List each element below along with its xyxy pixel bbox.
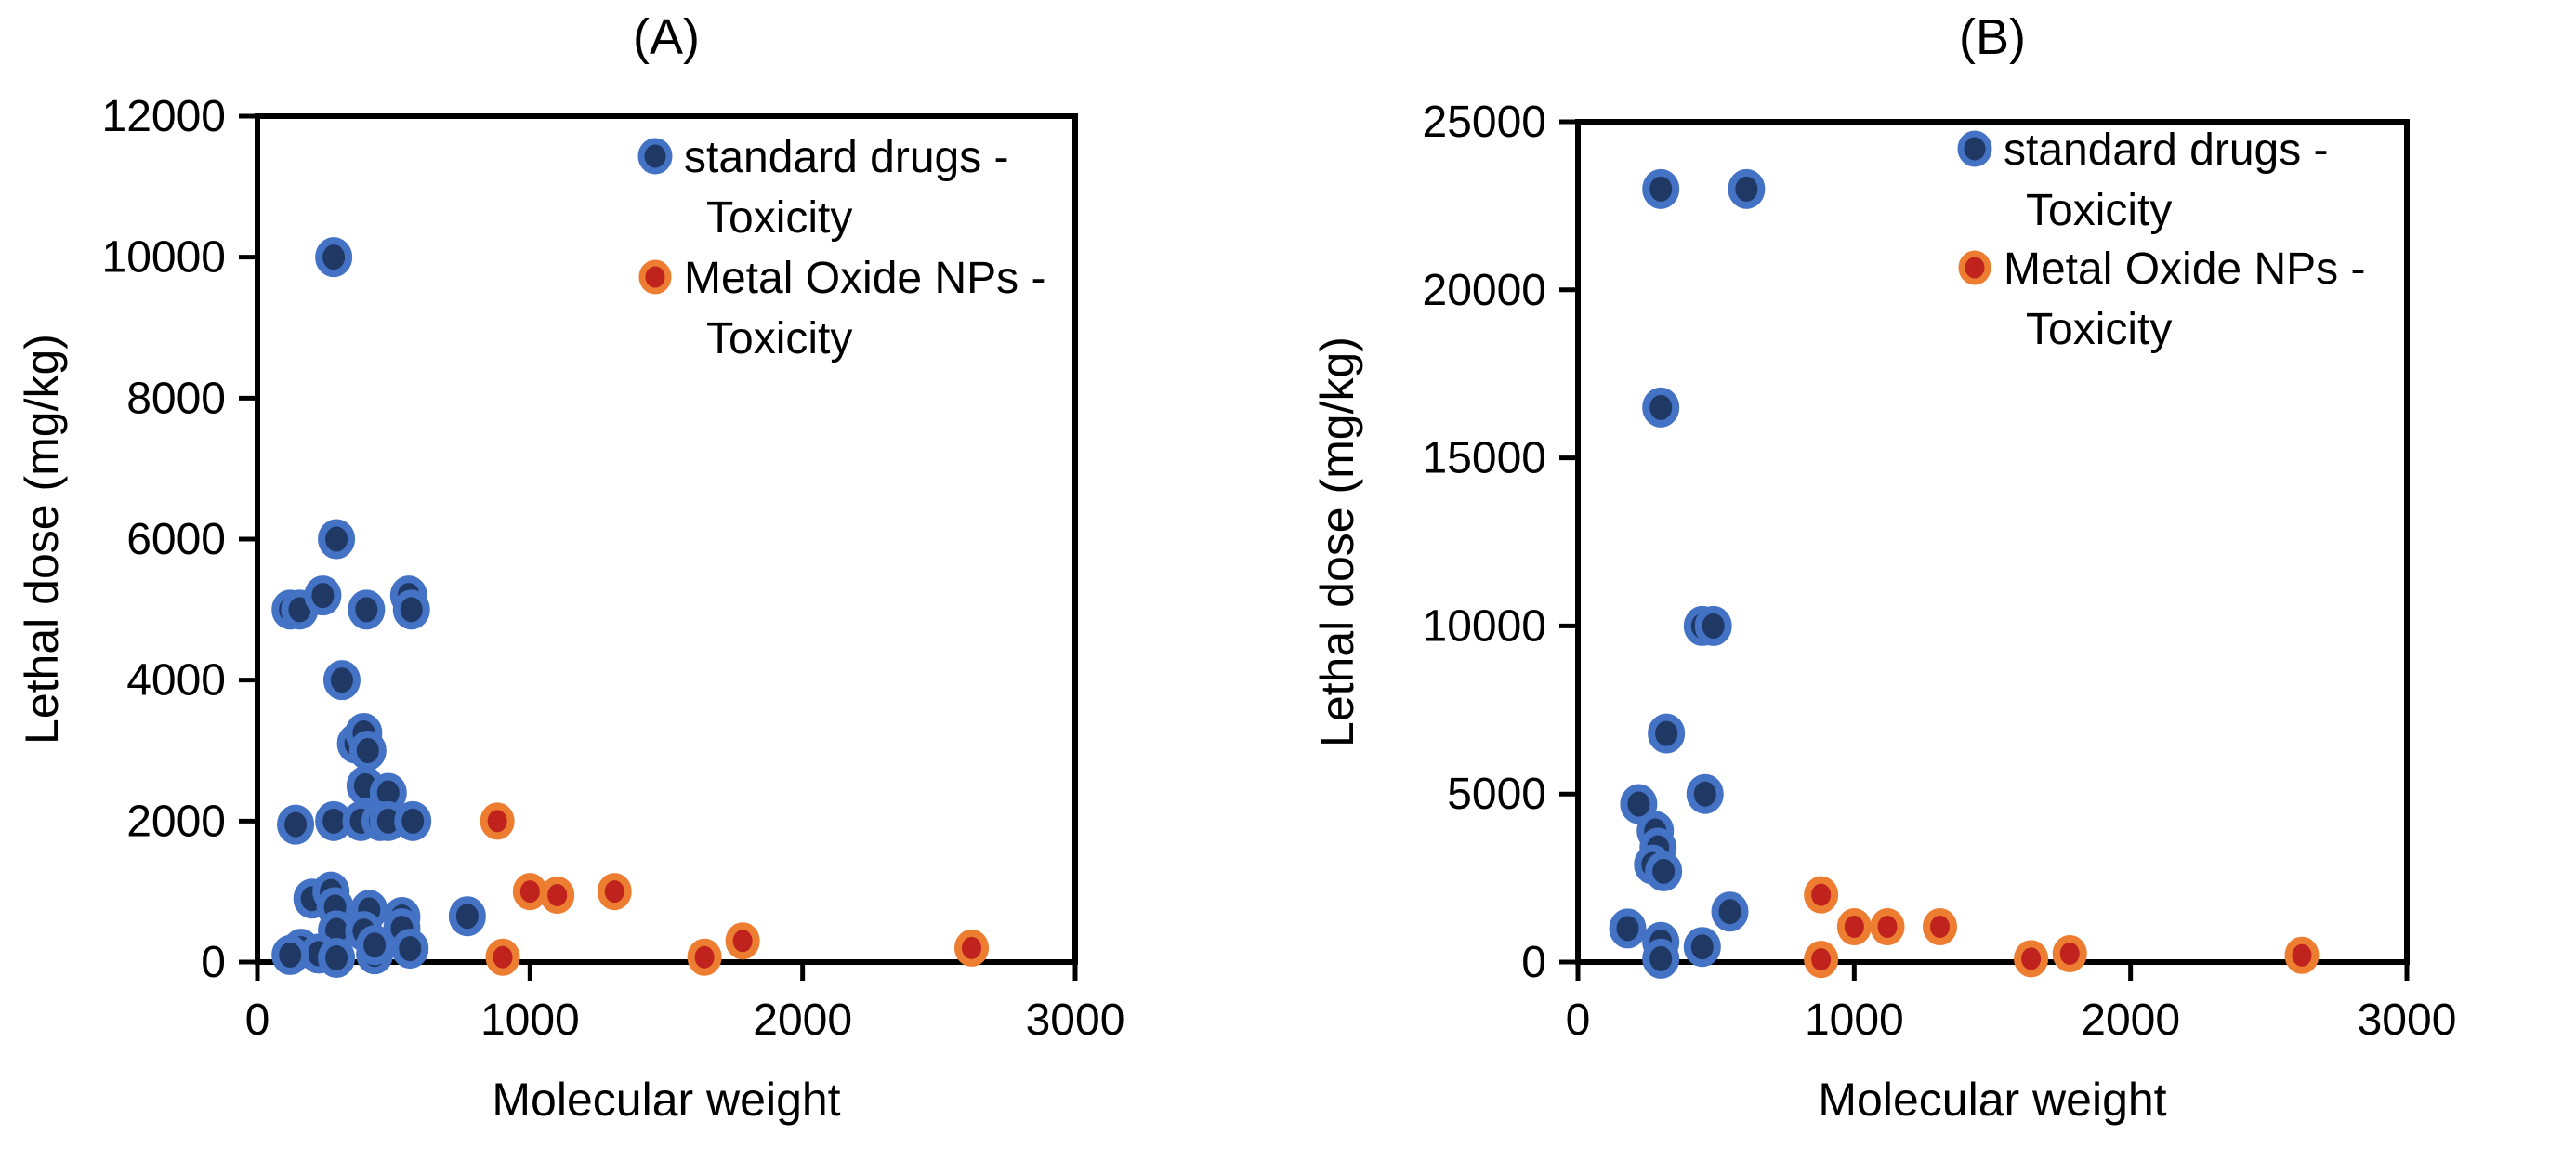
legend-label-line2: Toxicity: [2026, 186, 2172, 235]
data-point-metal-oxide-nps: [1804, 941, 1839, 979]
x-tick-label: 2000: [753, 996, 852, 1045]
y-tick-label: 10000: [102, 233, 226, 283]
data-point-standard-drugs: [315, 237, 353, 278]
data-point-standard-drugs: [1609, 908, 1647, 949]
data-point-standard-drugs: [1645, 851, 1683, 891]
data-point-standard-drugs: [1683, 927, 1721, 968]
data-point-metal-oxide-nps: [597, 873, 632, 911]
data-point-metal-oxide-nps: [2284, 936, 2320, 974]
data-point-metal-oxide-nps: [1870, 908, 1905, 946]
data-point-standard-drugs: [304, 575, 342, 616]
legend-marker-standard-drugs-icon: [1957, 130, 1992, 167]
data-point-standard-drugs: [394, 800, 432, 841]
data-point-metal-oxide-nps: [1804, 876, 1839, 914]
data-point-standard-drugs: [318, 937, 356, 978]
y-tick-label: 12000: [102, 92, 226, 141]
data-point-metal-oxide-nps: [512, 873, 547, 911]
legend-label-line2: Toxicity: [706, 193, 852, 243]
data-point-standard-drugs: [1648, 713, 1686, 754]
x-tick-label: 3000: [2358, 996, 2457, 1045]
x-tick-label: 1000: [1805, 996, 1904, 1045]
y-tick-label: 0: [201, 938, 226, 987]
data-point-standard-drugs: [318, 519, 356, 560]
y-tick-label: 8000: [126, 374, 226, 423]
x-tick-label: 0: [1566, 996, 1591, 1045]
legend-label-line1: standard drugs -: [2004, 125, 2329, 175]
data-point-metal-oxide-nps: [485, 938, 520, 976]
legend-label-line1: standard drugs -: [684, 133, 1009, 182]
data-point-standard-drugs: [1728, 168, 1766, 209]
x-tick-label: 3000: [1026, 996, 1125, 1045]
data-point-metal-oxide-nps: [1836, 908, 1872, 946]
data-point-standard-drugs: [392, 589, 430, 630]
y-tick-label: 20000: [1423, 266, 1546, 315]
legend-label-line2: Toxicity: [2026, 305, 2172, 354]
data-point-standard-drugs: [1642, 387, 1680, 428]
legend-marker-metal-oxide-nps-icon: [1958, 250, 1991, 285]
y-tick-label: 15000: [1423, 434, 1546, 483]
y-axis-title: Lethal dose (mg/kg): [1311, 336, 1363, 747]
data-point-standard-drugs: [322, 660, 361, 701]
data-point-metal-oxide-nps: [480, 802, 515, 840]
y-tick-label: 0: [1521, 938, 1546, 987]
plot-panel-b: 0 5000 10000 15000 20000 25000 0 1000 2000 3000 (B…: [1311, 9, 2457, 1126]
data-point-standard-drugs: [1620, 784, 1658, 824]
data-point-standard-drugs: [348, 731, 387, 771]
data-point-metal-oxide-nps: [2052, 934, 2087, 972]
data-point-standard-drugs: [1642, 938, 1680, 979]
data-point-standard-drugs: [271, 934, 309, 975]
panel-title: (A): [633, 9, 700, 65]
data-point-standard-drugs: [356, 925, 394, 966]
chart-panel-b: 0 5000 10000 15000 20000 25000 0 1000 2000 3000 (B…: [1288, 0, 2576, 1174]
chart-panel-a: 0 2000 4000 6000 8000 10000 12000 0 1000 2000 3000…: [16, 9, 1125, 1126]
y-tick-label: 6000: [126, 515, 226, 564]
data-point-standard-drugs: [348, 589, 386, 630]
plot-panel-a: 0 2000 4000 6000 8000 10000 12000 0 1000 2000 3000…: [16, 9, 1125, 1126]
data-point-standard-drugs: [391, 929, 429, 970]
legend-marker-metal-oxide-nps-icon: [638, 259, 672, 295]
y-tick-label: 2000: [126, 797, 226, 846]
y-tick-label: 5000: [1447, 770, 1546, 819]
plot-border: [1575, 119, 2410, 965]
legend-label-line1: Metal Oxide NPs -: [2004, 244, 2365, 294]
data-point-standard-drugs: [1711, 891, 1749, 932]
x-tick-label: 1000: [480, 996, 580, 1045]
legend-marker-standard-drugs-icon: [637, 138, 673, 175]
data-point-standard-drugs: [1642, 168, 1680, 209]
data-point-metal-oxide-nps: [540, 876, 575, 914]
x-axis-title: Molecular weight: [492, 1074, 840, 1126]
legend-label-line1: Metal Oxide NPs -: [684, 254, 1045, 303]
data-point-metal-oxide-nps: [954, 929, 990, 967]
data-point-standard-drugs: [1686, 773, 1724, 814]
data-point-standard-drugs: [277, 804, 315, 845]
y-axis-title: Lethal dose (mg/kg): [16, 334, 68, 745]
y-tick-label: 10000: [1423, 601, 1546, 651]
data-point-metal-oxide-nps: [687, 938, 722, 976]
data-point-metal-oxide-nps: [725, 922, 760, 960]
y-tick-label: 4000: [126, 656, 226, 706]
y-tick-label: 25000: [1423, 98, 1546, 147]
data-point-metal-oxide-nps: [2014, 940, 2049, 978]
data-point-standard-drugs: [1694, 605, 1732, 646]
x-axis-title: Molecular weight: [1818, 1074, 2166, 1126]
data-point-metal-oxide-nps: [1923, 908, 1958, 946]
data-point-standard-drugs: [448, 896, 486, 937]
x-tick-label: 0: [245, 996, 270, 1045]
legend-label-line2: Toxicity: [706, 314, 852, 363]
panel-title: (B): [1959, 9, 2026, 65]
x-tick-label: 2000: [2081, 996, 2180, 1045]
